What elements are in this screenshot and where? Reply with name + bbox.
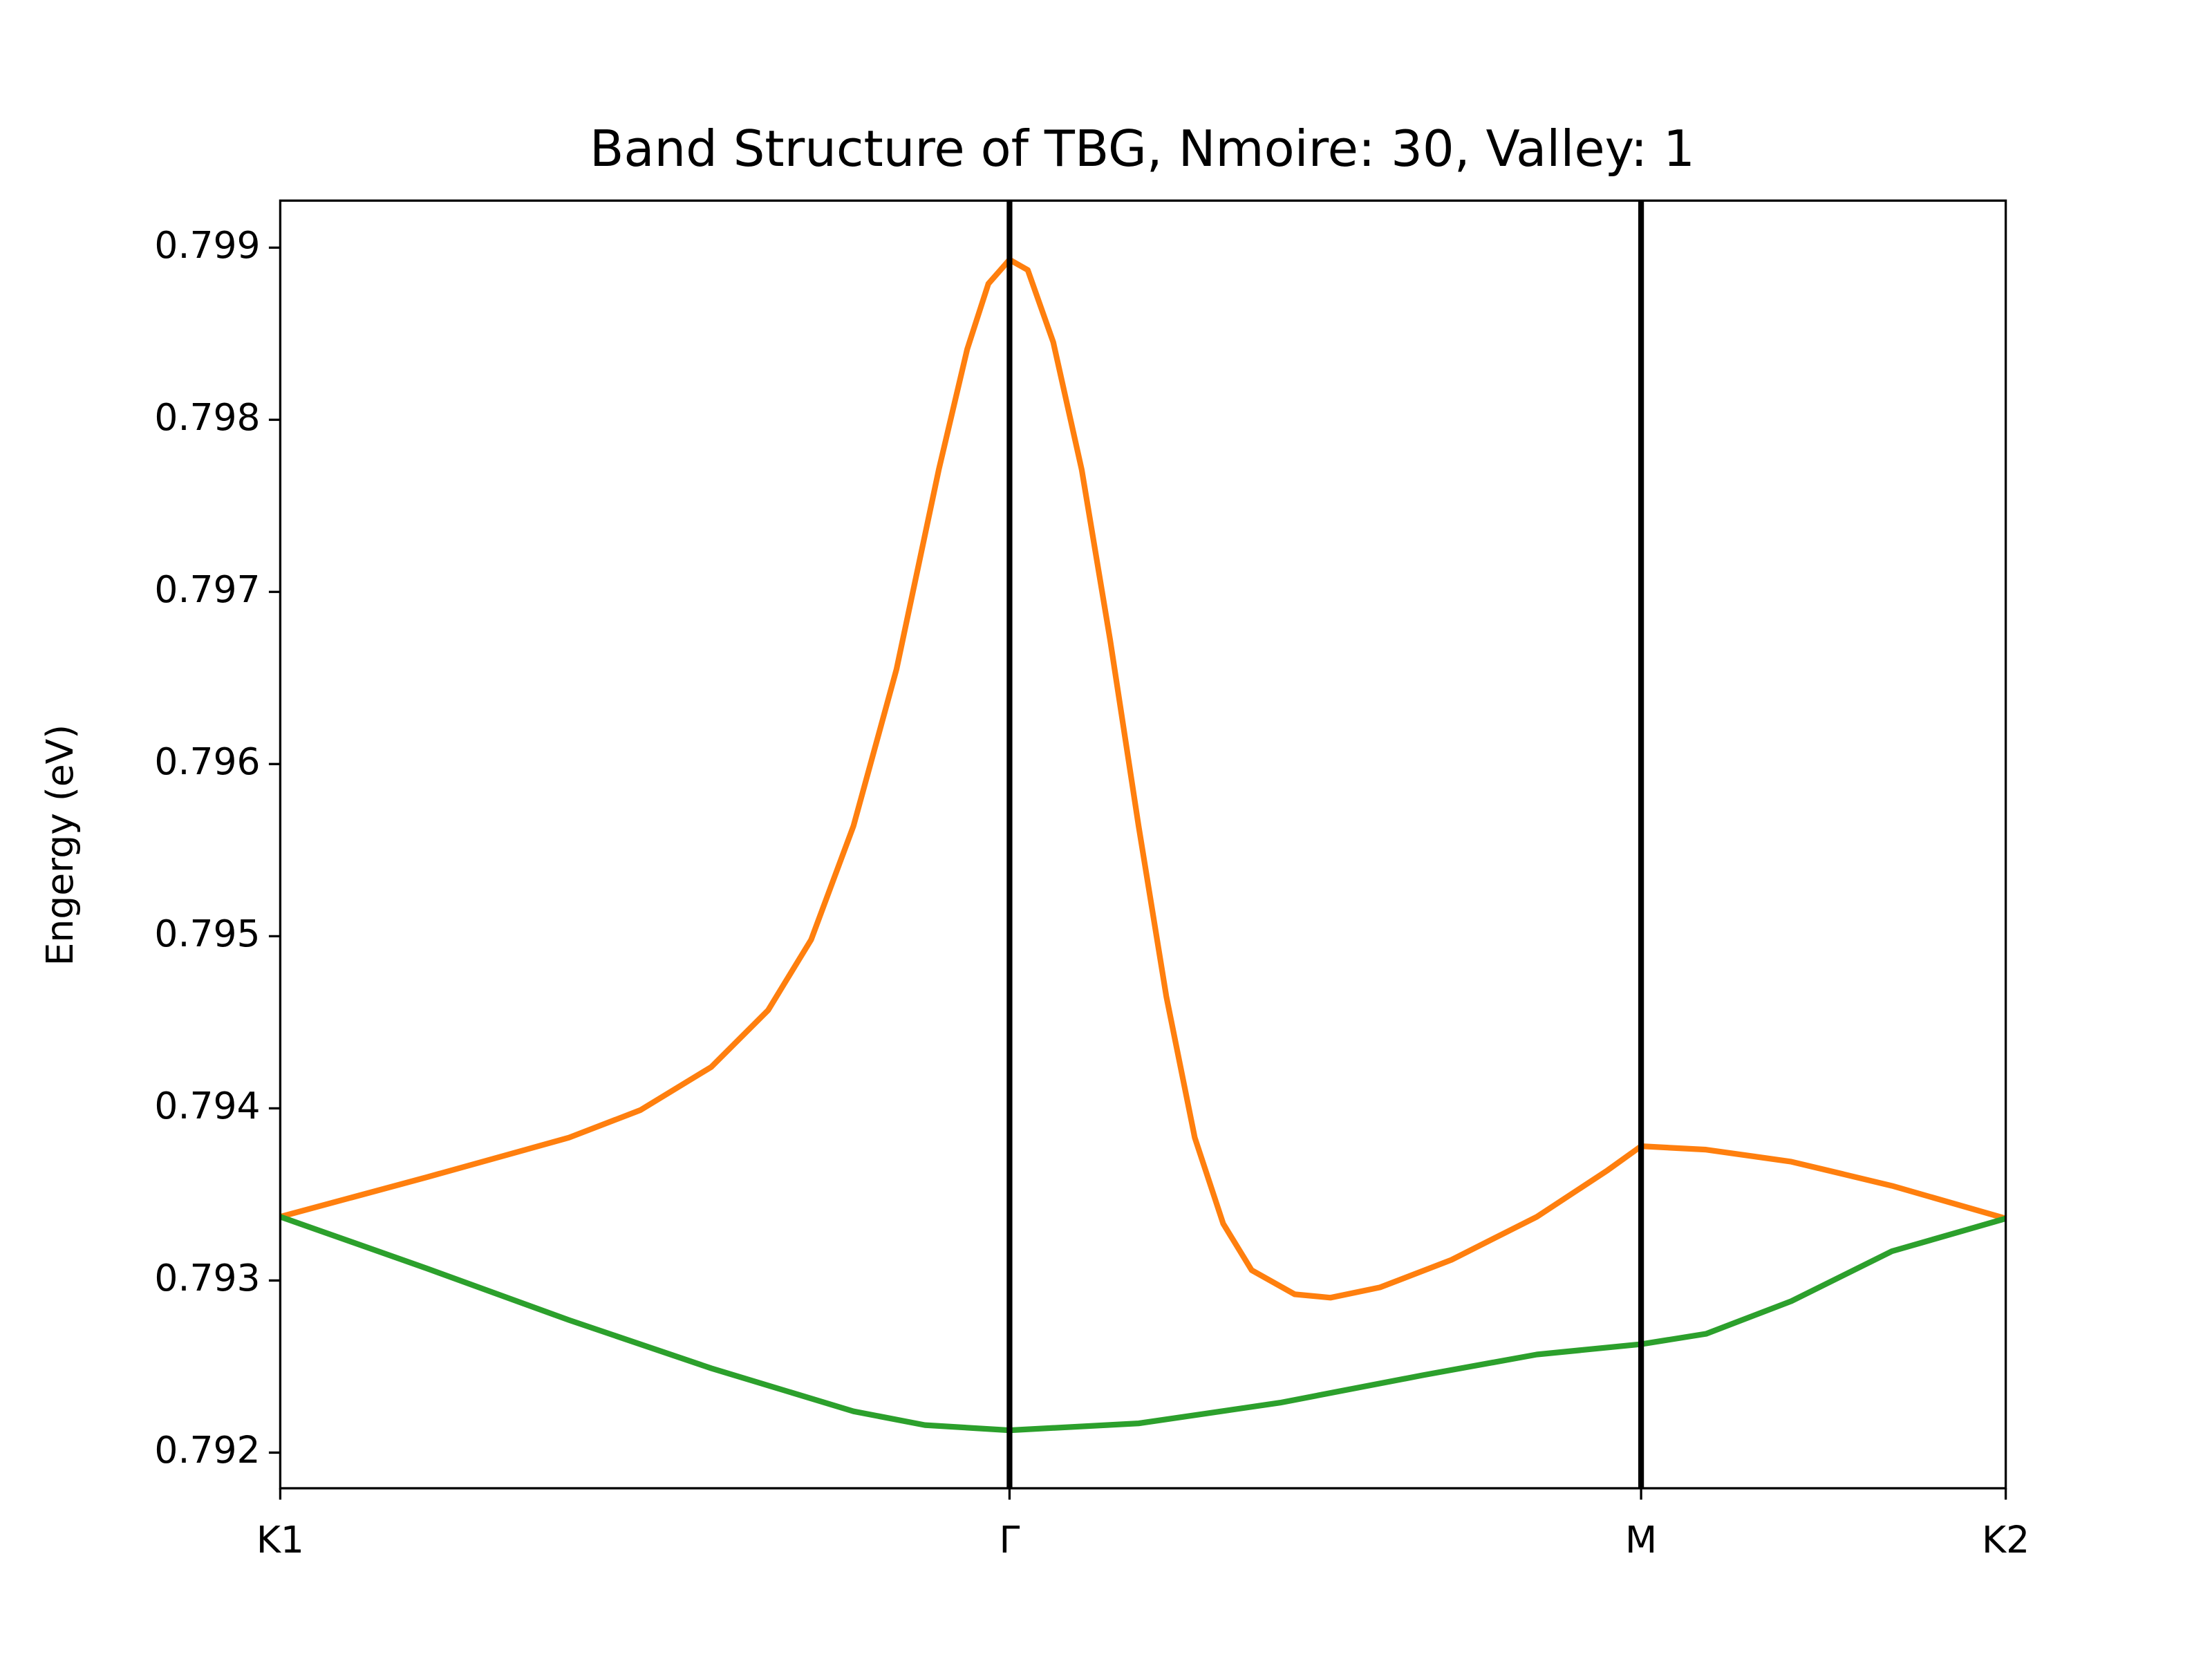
x-tick-label: Γ <box>1000 1518 1020 1562</box>
y-tick-label: 0.792 <box>154 1428 260 1472</box>
chart-title: Band Structure of TBG, Nmoire: 30, Valle… <box>590 120 1695 178</box>
y-tick-label: 0.798 <box>154 395 260 439</box>
y-tick-label: 0.793 <box>154 1256 260 1300</box>
y-tick-label: 0.797 <box>154 568 260 611</box>
y-tick-label: 0.799 <box>154 223 260 267</box>
y-tick-label: 0.795 <box>154 912 260 955</box>
y-tick-label: 0.796 <box>154 740 260 783</box>
x-tick-label: M <box>1625 1518 1657 1562</box>
y-axis-label: Engergy (eV) <box>38 724 82 966</box>
plot-frame <box>279 199 2007 1490</box>
band-line <box>279 256 2007 1301</box>
band-line <box>279 1214 2007 1434</box>
y-tick-label: 0.794 <box>154 1084 260 1127</box>
x-tick-label: K2 <box>1982 1518 2030 1562</box>
x-tick-label: K1 <box>256 1518 304 1562</box>
